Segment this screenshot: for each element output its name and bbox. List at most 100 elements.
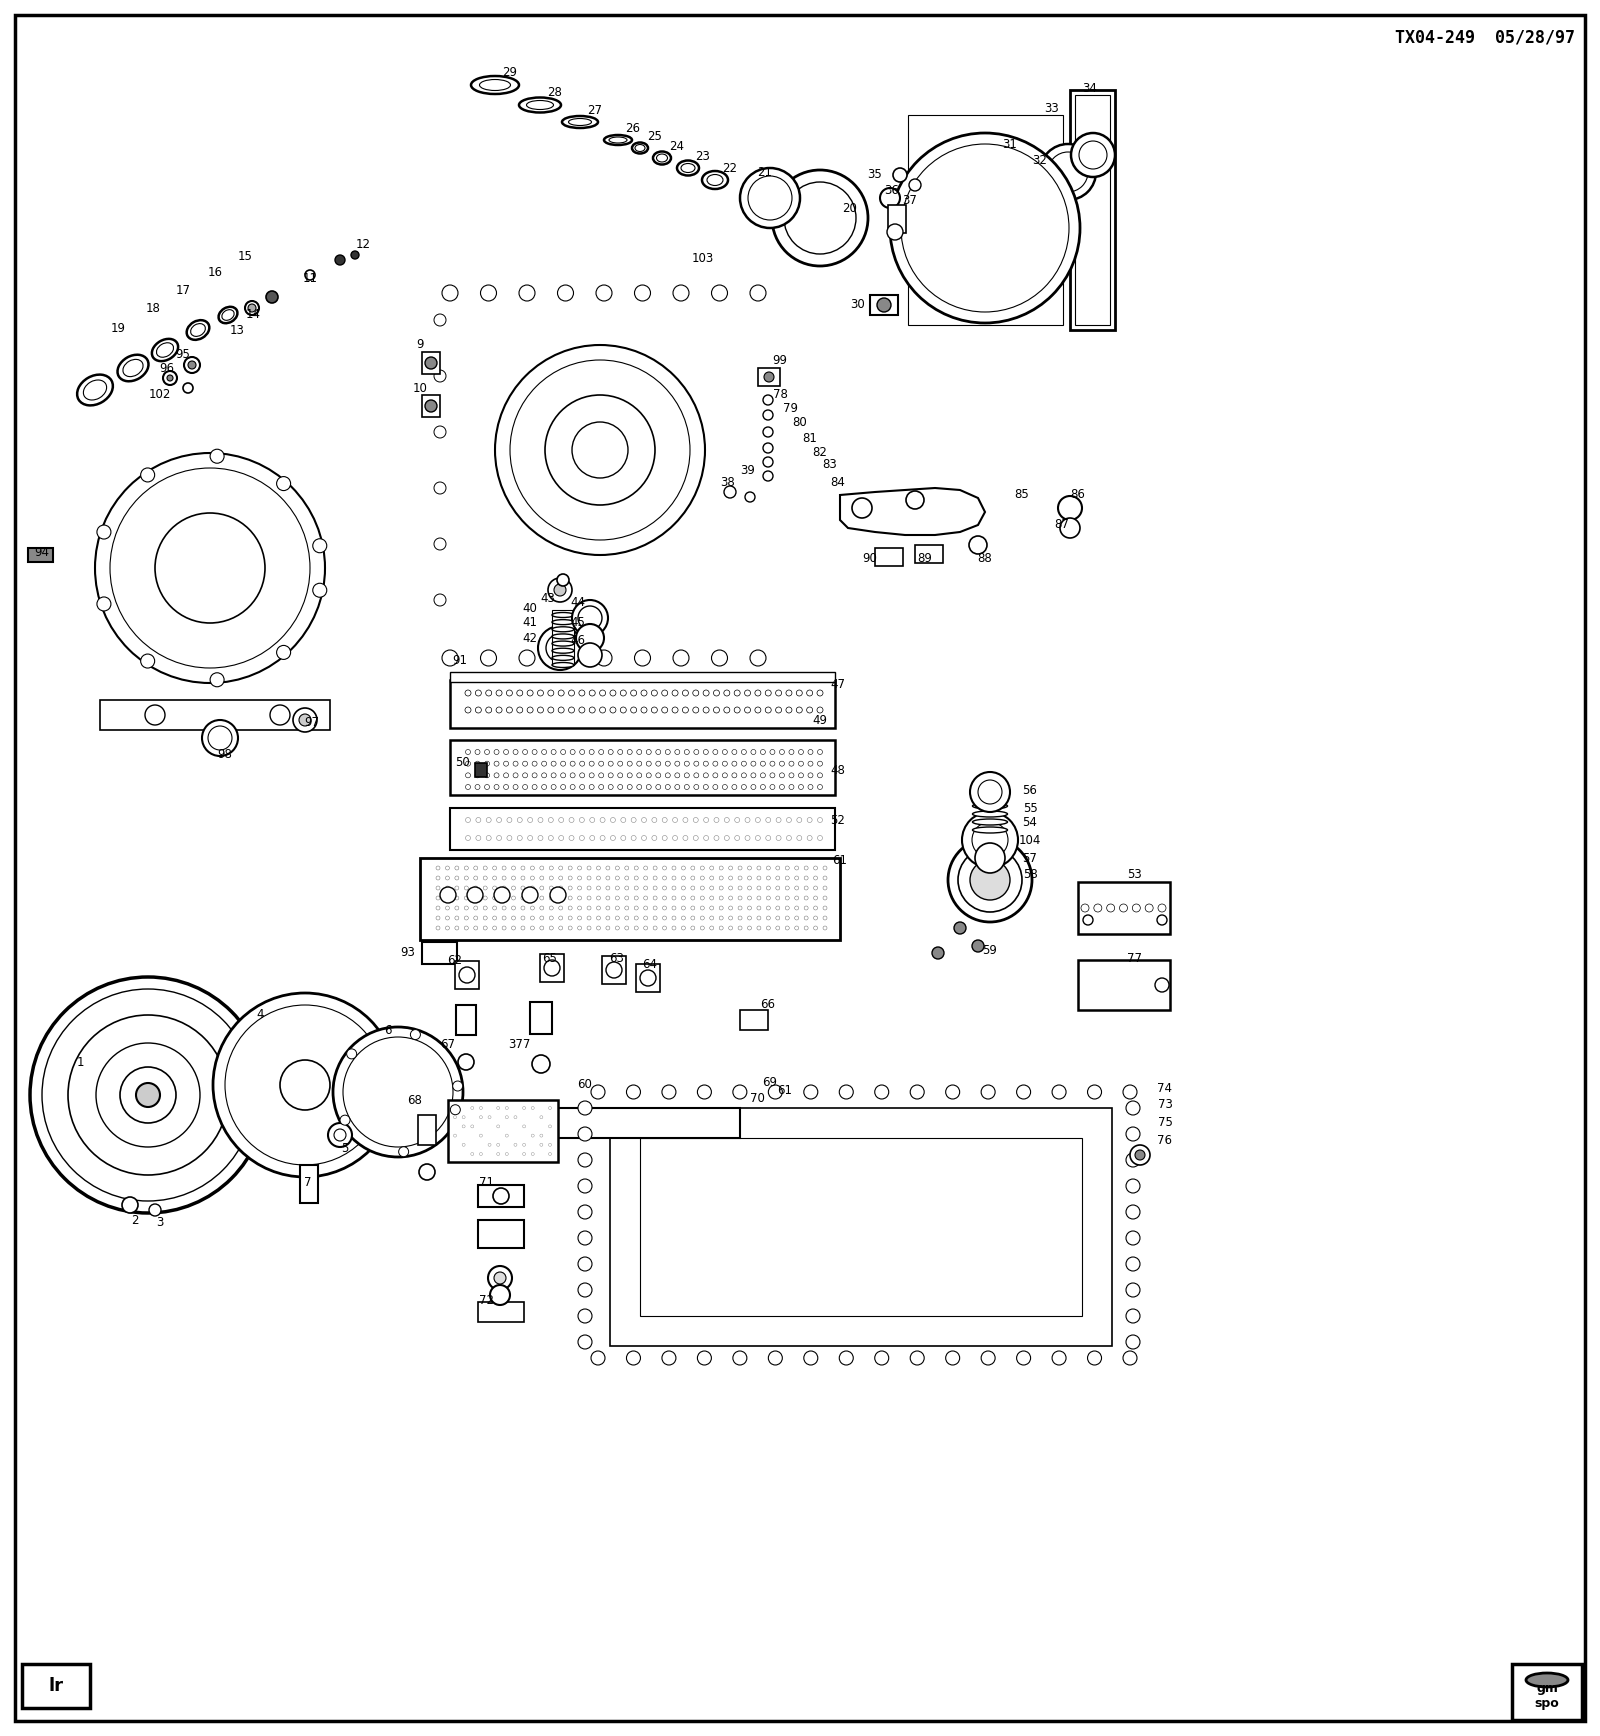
Circle shape: [789, 760, 794, 766]
Bar: [450, 681, 835, 727]
Circle shape: [496, 689, 502, 696]
Circle shape: [627, 1085, 640, 1099]
Circle shape: [578, 642, 602, 667]
Circle shape: [523, 785, 528, 790]
Circle shape: [875, 1351, 888, 1364]
Text: 82: 82: [813, 446, 827, 458]
Circle shape: [333, 1028, 462, 1156]
Circle shape: [493, 896, 496, 899]
Circle shape: [714, 689, 720, 696]
Circle shape: [906, 141, 1066, 300]
Circle shape: [341, 1115, 350, 1125]
Circle shape: [606, 906, 610, 910]
Circle shape: [453, 1134, 456, 1137]
Circle shape: [653, 885, 658, 891]
Ellipse shape: [222, 309, 234, 321]
Circle shape: [776, 707, 781, 713]
Circle shape: [557, 575, 570, 587]
Circle shape: [694, 785, 699, 790]
Circle shape: [723, 689, 730, 696]
Circle shape: [616, 877, 619, 880]
Circle shape: [757, 885, 762, 891]
Circle shape: [962, 812, 1018, 868]
Circle shape: [587, 877, 590, 880]
Circle shape: [440, 887, 456, 903]
Circle shape: [1126, 1309, 1139, 1323]
Text: 94: 94: [35, 545, 50, 559]
Circle shape: [714, 750, 718, 755]
Text: 53: 53: [1128, 868, 1142, 882]
Circle shape: [493, 906, 496, 910]
Circle shape: [808, 750, 813, 755]
Circle shape: [539, 896, 544, 899]
Circle shape: [672, 835, 677, 840]
Circle shape: [483, 877, 486, 880]
Circle shape: [946, 1351, 960, 1364]
Circle shape: [718, 906, 723, 910]
Circle shape: [522, 906, 525, 910]
Circle shape: [590, 835, 595, 840]
Circle shape: [770, 773, 774, 778]
Text: 36: 36: [885, 184, 899, 196]
Text: 23: 23: [696, 149, 710, 163]
Circle shape: [765, 689, 771, 696]
Circle shape: [693, 707, 699, 713]
Text: 60: 60: [578, 1078, 592, 1092]
Circle shape: [704, 773, 709, 778]
Circle shape: [682, 896, 685, 899]
Circle shape: [606, 917, 610, 920]
Circle shape: [502, 925, 506, 930]
Bar: [475, 764, 486, 778]
Circle shape: [573, 422, 627, 477]
Circle shape: [494, 345, 706, 556]
Circle shape: [1107, 904, 1115, 911]
Circle shape: [485, 773, 490, 778]
Circle shape: [795, 917, 798, 920]
Circle shape: [141, 469, 155, 483]
Circle shape: [651, 818, 658, 823]
Circle shape: [630, 835, 637, 840]
Text: 14: 14: [245, 309, 261, 321]
Circle shape: [662, 1351, 675, 1364]
Circle shape: [549, 1144, 552, 1146]
Circle shape: [558, 896, 563, 899]
Polygon shape: [54, 399, 414, 741]
Circle shape: [350, 252, 358, 259]
Circle shape: [666, 750, 670, 755]
Circle shape: [786, 707, 792, 713]
Circle shape: [579, 818, 584, 823]
Circle shape: [550, 760, 557, 766]
Circle shape: [475, 689, 482, 696]
Circle shape: [530, 925, 534, 930]
Bar: [22, 1665, 90, 1708]
Circle shape: [522, 877, 525, 880]
Circle shape: [530, 866, 534, 870]
Circle shape: [608, 750, 613, 755]
Circle shape: [454, 866, 459, 870]
Text: 22: 22: [723, 161, 738, 175]
Circle shape: [704, 785, 709, 790]
Circle shape: [568, 896, 573, 899]
Circle shape: [496, 835, 501, 840]
Circle shape: [646, 750, 651, 755]
Circle shape: [434, 370, 446, 382]
Circle shape: [691, 896, 694, 899]
Circle shape: [522, 917, 525, 920]
Circle shape: [672, 877, 675, 880]
Circle shape: [1126, 1257, 1139, 1271]
Circle shape: [518, 285, 534, 300]
Circle shape: [523, 750, 528, 755]
Circle shape: [651, 707, 658, 713]
Circle shape: [512, 906, 515, 910]
Circle shape: [334, 1128, 346, 1141]
Circle shape: [578, 1205, 592, 1219]
Circle shape: [718, 896, 723, 899]
Circle shape: [770, 750, 774, 755]
Circle shape: [616, 917, 619, 920]
Circle shape: [770, 760, 774, 766]
Circle shape: [542, 750, 547, 755]
Circle shape: [587, 885, 590, 891]
Circle shape: [598, 773, 603, 778]
Circle shape: [597, 906, 600, 910]
Circle shape: [789, 773, 794, 778]
